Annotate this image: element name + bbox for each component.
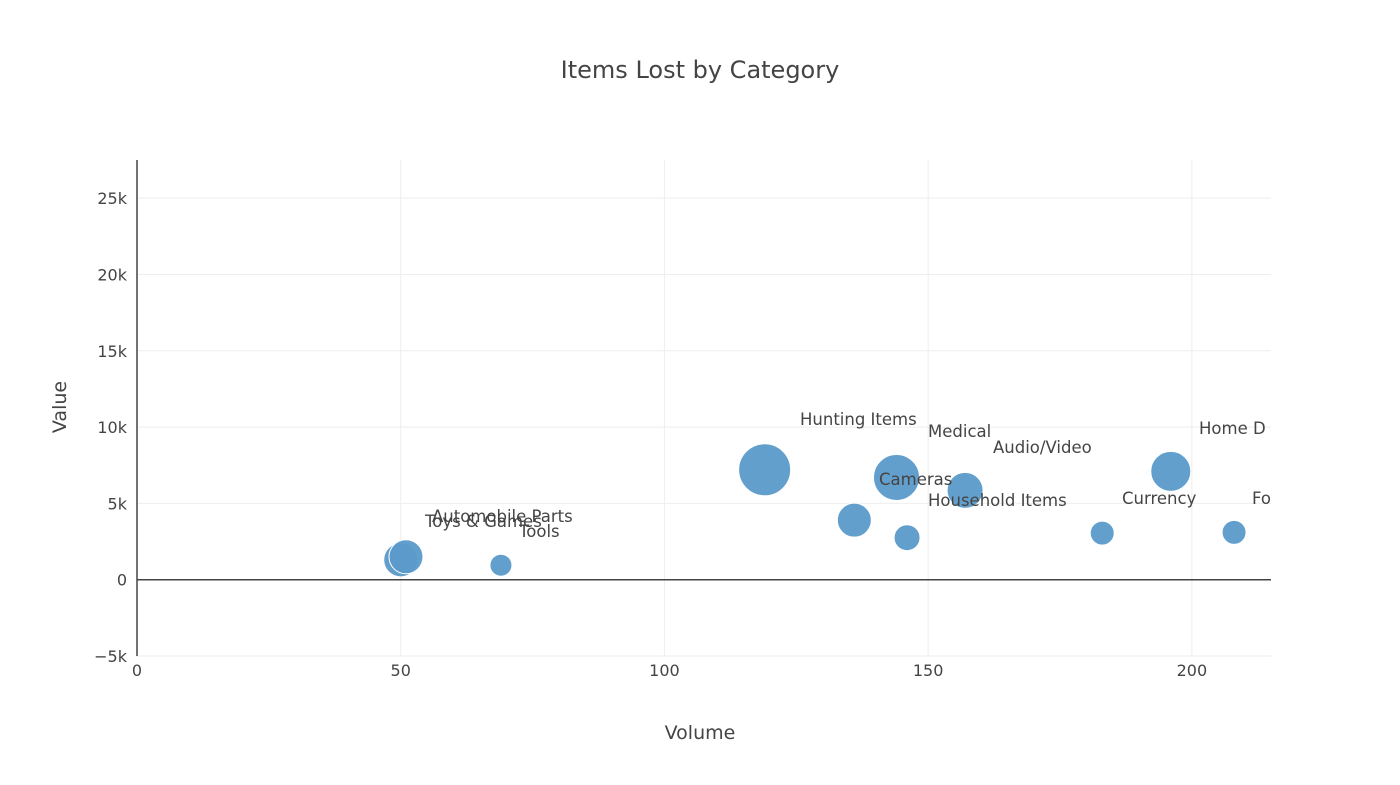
y-tick-label: 0: [117, 571, 127, 590]
y-tick-label: 20k: [97, 265, 127, 284]
x-tick-label: 150: [913, 661, 944, 680]
point-label: Tools: [518, 522, 560, 541]
point-label: Audio/Video: [993, 438, 1092, 457]
point-label: Home D: [1199, 419, 1266, 438]
data-point: [836, 502, 872, 538]
x-axis-title: Volume: [665, 722, 736, 744]
point-label: Cameras: [879, 470, 952, 489]
data-point: [388, 539, 424, 575]
data-point: [946, 471, 984, 509]
point-label: Currency: [1122, 489, 1197, 508]
x-tick-label: 100: [649, 661, 680, 680]
data-point: [893, 524, 921, 552]
x-tick-label: 200: [1177, 661, 1208, 680]
data-point: [1150, 450, 1192, 492]
y-tick-label: 25k: [97, 189, 127, 208]
y-axis-title: Value: [49, 381, 71, 433]
chart-title: Items Lost by Category: [561, 56, 840, 84]
x-tick-labels: 0 50 100 150 200: [132, 661, 1207, 680]
grid-lines: [137, 160, 1271, 657]
data-point: [1221, 519, 1247, 545]
data-point: [738, 443, 792, 497]
x-tick-label: 0: [132, 661, 142, 680]
point-label: Medical: [928, 422, 991, 441]
point-label: Hunting Items: [800, 410, 917, 429]
y-tick-label: 10k: [97, 418, 127, 437]
x-tick-label: 50: [391, 661, 411, 680]
point-label: Automobile Parts: [432, 507, 573, 526]
y-tick-label: 5k: [108, 494, 128, 513]
point-label: Fo: [1252, 489, 1271, 508]
axes: [136, 160, 1271, 656]
data-point: [1089, 520, 1115, 546]
y-tick-label: −5k: [94, 647, 128, 666]
data-point: [489, 553, 513, 577]
point-label: Toys & Games: [424, 512, 542, 531]
y-tick-label: 15k: [97, 342, 127, 361]
data-point: [873, 453, 921, 501]
data-points: [383, 443, 1247, 578]
point-label: Household Items: [928, 491, 1067, 510]
y-tick-labels: −5k 0 5k 10k 15k 20k 25k: [94, 189, 128, 666]
